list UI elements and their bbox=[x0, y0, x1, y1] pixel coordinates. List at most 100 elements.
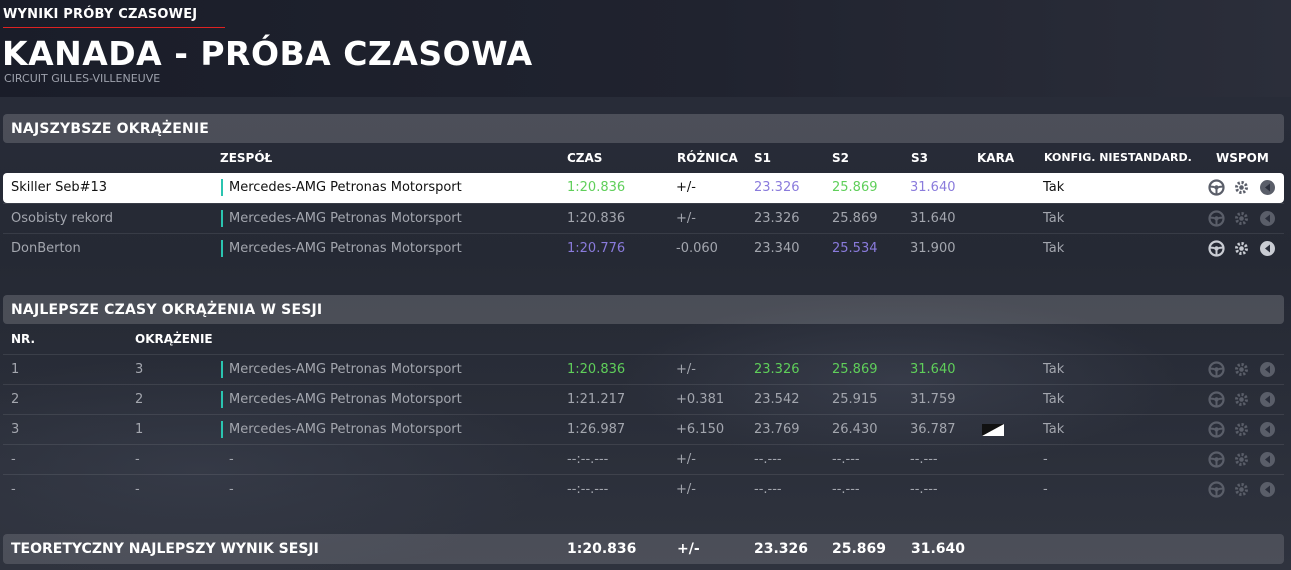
custom-config-value: Tak bbox=[1043, 241, 1065, 256]
column-header-s3: S3 bbox=[911, 151, 928, 165]
sector-3-time: 31.640 bbox=[910, 362, 956, 377]
circuit-name: CIRCUIT GILLES-VILLENEUVE bbox=[4, 72, 161, 85]
gear-icon[interactable] bbox=[1233, 481, 1250, 498]
steering-wheel-icon[interactable] bbox=[1208, 210, 1225, 227]
fastest-lap-row[interactable]: Skiller Seb#13 Mercedes-AMG Petronas Moto… bbox=[3, 173, 1284, 203]
lap-diff: +/- bbox=[676, 482, 696, 497]
gear-icon[interactable] bbox=[1233, 210, 1250, 227]
team-name: Mercedes-AMG Petronas Motorsport bbox=[229, 422, 462, 437]
custom-config-value: - bbox=[1043, 452, 1048, 467]
sector-3-time: 36.787 bbox=[910, 422, 956, 437]
theoretical-best-s1: 23.326 bbox=[754, 541, 809, 557]
steering-wheel-icon[interactable] bbox=[1208, 391, 1225, 408]
gear-icon[interactable] bbox=[1233, 240, 1250, 257]
column-header-s2: S2 bbox=[832, 151, 849, 165]
column-header-s1: S1 bbox=[754, 151, 771, 165]
braking-icon[interactable] bbox=[1259, 240, 1276, 257]
session-laps-section-title: NAJLEPSZE CZASY OKRĄŻENIA W SESJI bbox=[11, 302, 323, 318]
steering-wheel-icon[interactable] bbox=[1208, 361, 1225, 378]
session-lap-row[interactable]: 1 3 Mercedes-AMG Petronas Motorsport 1:20.8… bbox=[3, 354, 1284, 385]
sector-3-time: 31.640 bbox=[910, 211, 956, 226]
sector-3-time: --.--- bbox=[910, 482, 938, 497]
steering-wheel-icon[interactable] bbox=[1208, 421, 1225, 438]
team-name: - bbox=[229, 452, 234, 467]
sector-2-time: 25.869 bbox=[832, 180, 878, 195]
team-name: Mercedes-AMG Petronas Motorsport bbox=[229, 180, 462, 195]
column-header-penalty: KARA bbox=[977, 151, 1015, 165]
braking-icon[interactable] bbox=[1259, 481, 1276, 498]
custom-config-value: Tak bbox=[1043, 362, 1065, 377]
lap-diff: +/- bbox=[676, 180, 696, 195]
fastest-lap-section-title: NAJSZYBSZE OKRĄŻENIE bbox=[11, 121, 210, 137]
team-color-marker bbox=[221, 361, 223, 378]
lap-time: 1:20.836 bbox=[567, 211, 626, 226]
row-number: 1 bbox=[11, 362, 20, 377]
session-lap-row[interactable]: 2 2 Mercedes-AMG Petronas Motorsport 1:21.2… bbox=[3, 384, 1284, 415]
gear-icon[interactable] bbox=[1233, 451, 1250, 468]
sector-1-time: 23.769 bbox=[754, 422, 800, 437]
custom-config-value: - bbox=[1043, 482, 1048, 497]
braking-icon[interactable] bbox=[1259, 210, 1276, 227]
lap-number: 3 bbox=[135, 362, 144, 377]
lap-time: 1:20.836 bbox=[567, 180, 626, 195]
sector-1-time: --.--- bbox=[754, 482, 782, 497]
column-header-diff: RÓŻNICA bbox=[677, 151, 738, 165]
theoretical-best-bar: TEORETYCZNY NAJLEPSZY WYNIK SESJI 1:20.8… bbox=[3, 534, 1284, 564]
lap-time: --:--.--- bbox=[567, 482, 609, 497]
sector-2-time: --.--- bbox=[832, 452, 860, 467]
gear-icon[interactable] bbox=[1233, 179, 1250, 196]
lap-diff: +/- bbox=[676, 452, 696, 467]
gear-icon[interactable] bbox=[1233, 421, 1250, 438]
lap-diff: +6.150 bbox=[676, 422, 725, 437]
braking-icon[interactable] bbox=[1259, 451, 1276, 468]
steering-wheel-icon[interactable] bbox=[1208, 451, 1225, 468]
gear-icon[interactable] bbox=[1233, 391, 1250, 408]
sector-2-time: 25.534 bbox=[832, 241, 878, 256]
braking-icon[interactable] bbox=[1259, 361, 1276, 378]
row-number: 3 bbox=[11, 422, 20, 437]
custom-config-value: Tak bbox=[1043, 180, 1065, 195]
theoretical-best-s2: 25.869 bbox=[832, 541, 887, 557]
lap-diff: +/- bbox=[676, 362, 696, 377]
lap-time: --:--.--- bbox=[567, 452, 609, 467]
column-header-lap: OKRĄŻENIE bbox=[135, 332, 213, 346]
team-color-marker bbox=[221, 421, 223, 438]
steering-wheel-icon[interactable] bbox=[1208, 481, 1225, 498]
braking-icon[interactable] bbox=[1259, 391, 1276, 408]
lap-number: 2 bbox=[135, 392, 144, 407]
theoretical-best-diff: +/- bbox=[677, 541, 700, 557]
custom-config-value: Tak bbox=[1043, 422, 1065, 437]
session-lap-row[interactable]: 3 1 Mercedes-AMG Petronas Motorsport 1:26.9… bbox=[3, 414, 1284, 445]
lap-number: - bbox=[135, 482, 140, 497]
team-color-marker bbox=[221, 240, 223, 257]
driver-name: Osobisty rekord bbox=[11, 211, 113, 226]
sector-2-time: 25.915 bbox=[832, 392, 878, 407]
steering-wheel-icon[interactable] bbox=[1208, 240, 1225, 257]
sector-2-time: --.--- bbox=[832, 482, 860, 497]
theoretical-best-time: 1:20.836 bbox=[567, 541, 637, 557]
session-lap-row[interactable]: - - - --:--.--- +/- --.--- --.--- --.--- - bbox=[3, 444, 1284, 475]
sector-1-time: 23.326 bbox=[754, 362, 800, 377]
sector-3-time: 31.640 bbox=[910, 180, 956, 195]
fastest-lap-row[interactable]: DonBerton Mercedes-AMG Petronas Motorspor… bbox=[3, 233, 1284, 264]
lap-diff: +/- bbox=[676, 211, 696, 226]
fastest-lap-section-header: NAJSZYBSZE OKRĄŻENIE bbox=[3, 114, 1284, 143]
fastest-lap-row[interactable]: Osobisty rekord Mercedes-AMG Petronas Mot… bbox=[3, 203, 1284, 234]
column-header-config: KONFIG. NIESTANDARD. bbox=[1044, 151, 1192, 164]
lap-number: 1 bbox=[135, 422, 144, 437]
gear-icon[interactable] bbox=[1233, 361, 1250, 378]
custom-config-value: Tak bbox=[1043, 211, 1065, 226]
lap-diff: +0.381 bbox=[676, 392, 725, 407]
lap-time: 1:26.987 bbox=[567, 422, 626, 437]
penalty-flag-icon bbox=[982, 424, 1004, 436]
braking-icon[interactable] bbox=[1259, 179, 1276, 196]
session-lap-row[interactable]: - - - --:--.--- +/- --.--- --.--- --.--- - bbox=[3, 474, 1284, 505]
braking-icon[interactable] bbox=[1259, 421, 1276, 438]
sector-2-time: 25.869 bbox=[832, 211, 878, 226]
column-header-nr: NR. bbox=[11, 332, 36, 346]
custom-config-value: Tak bbox=[1043, 392, 1065, 407]
sector-1-time: 23.326 bbox=[754, 180, 800, 195]
row-number: 2 bbox=[11, 392, 20, 407]
team-color-marker bbox=[221, 179, 223, 196]
steering-wheel-icon[interactable] bbox=[1208, 179, 1225, 196]
